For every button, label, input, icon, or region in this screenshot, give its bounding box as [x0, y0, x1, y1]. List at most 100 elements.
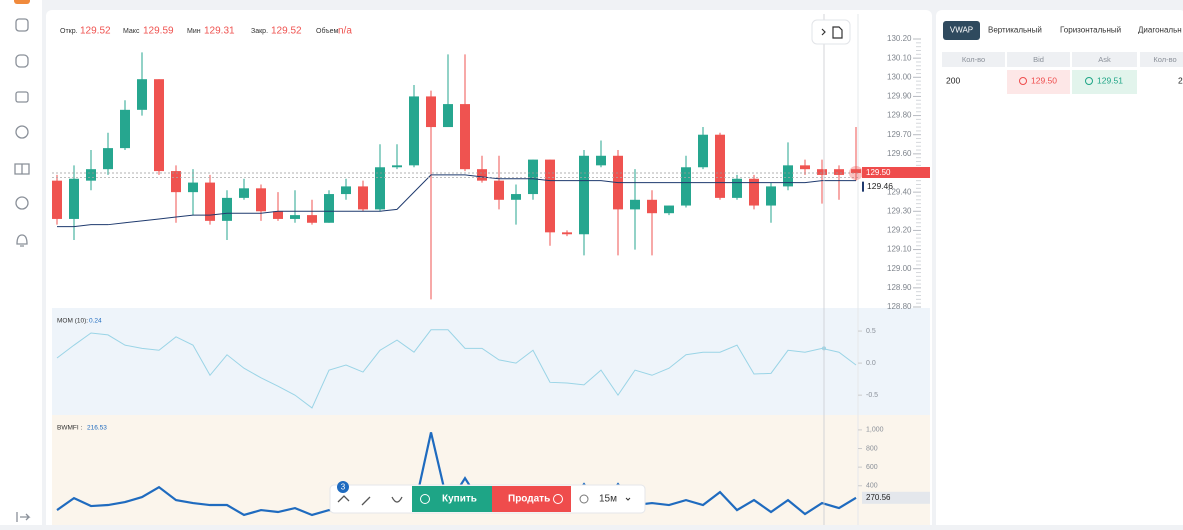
- tool-icon[interactable]: [337, 495, 403, 506]
- quote-value: 129.59: [143, 26, 174, 37]
- candle-body: [307, 215, 317, 223]
- y-tick-label: 0.5: [866, 328, 876, 335]
- candle-body: [766, 186, 776, 206]
- candle-body: [443, 104, 453, 128]
- sidebar: [0, 0, 42, 525]
- buy-label[interactable]: Купить: [442, 494, 477, 505]
- indicator-title: BWMFI :: [57, 425, 82, 432]
- y-tick-label: 129.80: [887, 111, 912, 120]
- quote-label: Макс: [123, 28, 140, 35]
- candle-body: [392, 165, 402, 168]
- order-book: VWAP Вертикальный Горизонтальный Диагональн…: [942, 21, 1183, 94]
- vwap-price-label: 129.46: [867, 181, 893, 191]
- candle-body: [358, 186, 368, 210]
- candle-body: [341, 186, 351, 195]
- y-tick-label: 129.10: [887, 245, 912, 254]
- sidebar-icon[interactable]: [15, 54, 29, 68]
- candle-body: [222, 197, 232, 221]
- buy-button[interactable]: [412, 486, 492, 512]
- quote-value: n/a: [338, 26, 352, 37]
- sidebar-icon[interactable]: [16, 234, 28, 247]
- column-header-bg: [1072, 52, 1137, 67]
- candle-body: [375, 167, 385, 210]
- candle-body: [851, 169, 861, 173]
- tab[interactable]: Вертикальный: [988, 26, 1042, 35]
- candle-body: [120, 109, 130, 149]
- indicator-title: MOM (10):: [57, 318, 88, 325]
- candle-body: [528, 159, 538, 195]
- toolbar: 3 Купить Продать 15м: [329, 481, 646, 514]
- tab[interactable]: VWAP: [950, 26, 973, 35]
- candle-body: [596, 155, 606, 166]
- column-header-bg: [1007, 52, 1070, 67]
- indicator-value: 0.24: [89, 318, 102, 325]
- last-price-glow: [849, 166, 863, 180]
- y-tick-label: 129.30: [887, 206, 912, 215]
- quote-label: Закр.: [251, 28, 268, 35]
- cell: 200: [946, 75, 960, 85]
- candle-body: [647, 199, 657, 214]
- candle-body: [681, 167, 691, 206]
- y-tick-label: 1,000: [866, 427, 884, 434]
- candle-body: [783, 165, 793, 187]
- badge-count: 3: [341, 483, 346, 492]
- candle-body: [715, 134, 725, 198]
- y-tick-label: 400: [866, 483, 878, 490]
- column-header: Ask: [1098, 55, 1111, 64]
- candle-body: [800, 165, 810, 170]
- candle-body: [494, 180, 504, 200]
- candle-body: [630, 199, 640, 210]
- candle-body: [324, 194, 334, 223]
- y-tick-label: 129.00: [887, 264, 912, 273]
- tab[interactable]: Диагональн: [1138, 26, 1182, 35]
- badge: [337, 481, 349, 493]
- sidebar-icon[interactable]: [16, 512, 31, 522]
- candle-body: [545, 159, 555, 233]
- candle-body: [817, 169, 827, 175]
- sell-button[interactable]: [492, 486, 571, 512]
- tab-active-bg[interactable]: [943, 21, 980, 40]
- sidebar-icon[interactable]: [15, 18, 29, 32]
- sidebar-icon[interactable]: [15, 125, 29, 139]
- column-header: Кол-во: [962, 55, 985, 64]
- y-tick-label: 130.10: [887, 53, 912, 62]
- sidebar-icon[interactable]: [15, 91, 29, 103]
- y-tick-label: 130.00: [887, 72, 912, 81]
- buy-icon: [420, 494, 430, 504]
- sell-icon: [553, 494, 563, 504]
- cell: 129.50: [1031, 75, 1057, 85]
- y-tick-label: 129.20: [887, 226, 912, 235]
- candle-body: [562, 232, 572, 235]
- sell-label[interactable]: Продать: [508, 494, 550, 505]
- candle-body: [409, 96, 419, 166]
- sidebar-icon[interactable]: [14, 163, 30, 175]
- column-header-bg: [942, 52, 1005, 67]
- candle-body: [426, 96, 436, 128]
- candle-body: [86, 169, 96, 181]
- column-header-bg: [1140, 52, 1183, 67]
- y-tick-label: -0.5: [866, 392, 878, 399]
- cell: 2: [1178, 75, 1183, 85]
- sidebar-icon[interactable]: [14, 0, 30, 4]
- quote-value: 129.31: [204, 26, 235, 37]
- vwap-line: [57, 174, 856, 228]
- y-tick-label: 129.70: [887, 130, 912, 139]
- indicator-value: 216.53: [87, 425, 107, 432]
- y-tick-label: 128.90: [887, 283, 912, 292]
- interval[interactable]: 15м: [599, 494, 617, 505]
- panel-toggle-icon[interactable]: [821, 26, 843, 39]
- bwmfi-value-box: [862, 491, 930, 504]
- panel-toggle[interactable]: [811, 19, 851, 45]
- y-tick-label: 600: [866, 464, 878, 471]
- ask-icon: [1085, 77, 1093, 85]
- tab[interactable]: Горизонтальный: [1060, 26, 1121, 35]
- candle-body: [290, 215, 300, 219]
- settings-icon[interactable]: [579, 494, 589, 504]
- sidebar-icon[interactable]: [15, 196, 29, 210]
- caret[interactable]: [625, 497, 631, 501]
- y-tick-label: 0.0: [866, 360, 876, 367]
- orderbook-card: [936, 10, 1183, 530]
- cell: 129.51: [1097, 75, 1123, 85]
